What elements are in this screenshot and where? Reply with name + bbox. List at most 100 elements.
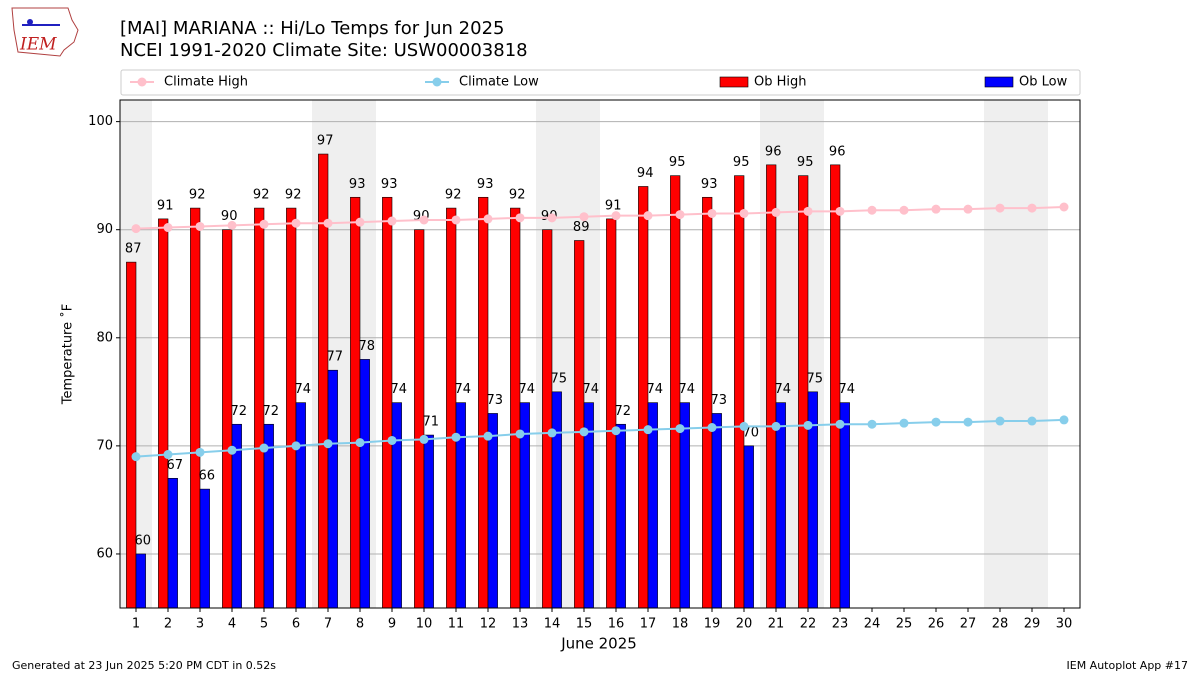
x-tick-label: 29	[1024, 617, 1041, 632]
data-label: 91	[157, 198, 174, 213]
line-marker	[579, 427, 589, 437]
line-marker	[259, 443, 269, 453]
x-tick-label: 10	[416, 617, 433, 632]
x-tick-label: 27	[960, 617, 977, 632]
bar	[382, 196, 393, 609]
data-label: 74	[679, 382, 696, 397]
data-label: 93	[701, 177, 718, 192]
x-tick-label: 14	[544, 617, 561, 632]
data-label: 74	[647, 382, 664, 397]
bar	[615, 423, 626, 609]
bar	[359, 359, 370, 609]
line-marker	[547, 213, 557, 223]
x-tick-label: 18	[672, 617, 689, 632]
x-tick-label: 22	[800, 617, 817, 632]
line-marker	[259, 219, 269, 229]
data-label: 92	[445, 188, 462, 203]
legend-marker	[432, 77, 442, 87]
logo: IEM	[11, 7, 79, 57]
data-label: 74	[391, 382, 408, 397]
bar	[423, 434, 434, 609]
data-label: 95	[733, 155, 750, 170]
line-marker	[227, 220, 237, 230]
line-marker	[1059, 202, 1069, 212]
bar	[446, 207, 457, 609]
data-label: 74	[583, 382, 600, 397]
bar	[711, 413, 722, 609]
x-tick-label: 11	[448, 617, 465, 632]
x-tick-label: 9	[388, 617, 396, 632]
x-tick-label: 2	[164, 617, 172, 632]
line-marker	[1027, 416, 1037, 426]
data-label: 87	[125, 242, 142, 257]
x-tick-label: 21	[768, 617, 785, 632]
data-label: 72	[263, 404, 280, 419]
bar	[327, 369, 338, 609]
data-label: 66	[199, 469, 216, 484]
legend-box	[120, 69, 1081, 96]
line-marker	[899, 418, 909, 428]
line-marker	[355, 438, 365, 448]
line-marker	[323, 439, 333, 449]
line-marker	[835, 419, 845, 429]
line-marker	[515, 213, 525, 223]
data-label: 60	[135, 533, 152, 548]
logo-dot	[27, 19, 33, 25]
data-label: 96	[765, 144, 782, 159]
line-marker	[227, 445, 237, 455]
x-tick-label: 20	[736, 617, 753, 632]
x-tick-label: 13	[512, 617, 529, 632]
line-marker	[355, 217, 365, 227]
line	[135, 206, 1065, 230]
bar	[839, 402, 850, 609]
line-marker	[963, 417, 973, 427]
chart-title: [MAI] MARIANA :: Hi/Lo Temps for Jun 202…	[120, 18, 505, 39]
data-label: 72	[231, 404, 248, 419]
data-label: 92	[285, 188, 302, 203]
x-tick-label: 8	[356, 617, 364, 632]
data-label: 73	[711, 393, 728, 408]
bar	[734, 175, 745, 609]
data-label: 74	[839, 382, 856, 397]
line-marker	[131, 224, 141, 234]
data-label: 93	[477, 177, 494, 192]
x-tick-label: 16	[608, 617, 625, 632]
line-marker	[707, 208, 717, 218]
y-tick-label: 90	[96, 222, 113, 237]
line-marker	[163, 223, 173, 233]
data-label: 71	[423, 415, 440, 430]
data-label: 74	[775, 382, 792, 397]
data-label: 92	[253, 188, 270, 203]
line-marker	[291, 441, 301, 451]
x-axis-label: June 2025	[560, 635, 637, 653]
line-marker	[739, 421, 749, 431]
line-marker	[771, 421, 781, 431]
line-marker	[803, 206, 813, 216]
line-marker	[963, 204, 973, 214]
footer-right: IEM Autoplot App #17	[1067, 659, 1189, 672]
line	[135, 418, 1065, 458]
data-label: 96	[829, 144, 846, 159]
line-marker	[867, 419, 877, 429]
bar	[638, 186, 649, 609]
bar	[350, 196, 361, 609]
plot-frame	[119, 99, 1081, 609]
line-marker	[867, 205, 877, 215]
bar	[391, 402, 402, 609]
line-marker	[483, 214, 493, 224]
data-label: 93	[349, 177, 366, 192]
line-marker	[387, 216, 397, 226]
y-tick-label: 80	[96, 330, 113, 345]
line-marker	[323, 218, 333, 228]
line-marker	[739, 208, 749, 218]
bar	[199, 488, 210, 609]
legend-label: Ob High	[754, 75, 807, 90]
footer-left: Generated at 23 Jun 2025 5:20 PM CDT in …	[12, 659, 276, 672]
line-marker	[515, 429, 525, 439]
line-marker	[995, 203, 1005, 213]
line-marker	[835, 206, 845, 216]
data-label: 95	[669, 155, 686, 170]
logo-text: IEM	[19, 35, 57, 55]
x-tick-label: 25	[896, 617, 913, 632]
line-marker	[195, 221, 205, 231]
